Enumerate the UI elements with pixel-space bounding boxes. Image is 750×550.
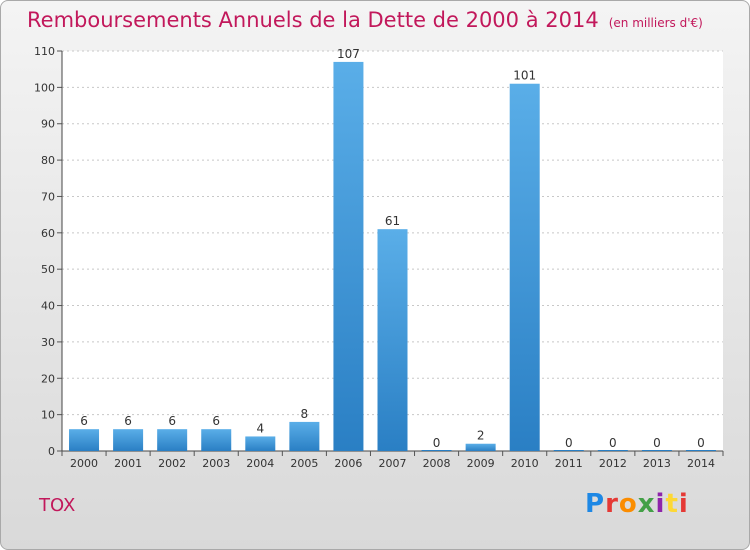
bar-value-label: 6 — [168, 414, 176, 428]
y-tick-label: 50 — [41, 263, 55, 276]
bar — [641, 450, 672, 451]
bar-value-label: 61 — [385, 214, 400, 228]
logo-letter: t — [665, 489, 679, 519]
bar — [69, 429, 100, 451]
bar — [465, 443, 496, 451]
x-tick-label: 2002 — [158, 457, 186, 470]
bar — [421, 450, 452, 451]
bar — [685, 450, 716, 451]
x-tick-label: 2005 — [290, 457, 318, 470]
y-tick-label: 70 — [41, 190, 55, 203]
y-tick-label: 100 — [34, 81, 55, 94]
x-tick-label: 2004 — [246, 457, 274, 470]
bar — [509, 83, 540, 452]
y-tick-label: 90 — [41, 118, 55, 131]
bar-value-label: 0 — [609, 436, 617, 450]
unit-note: (en milliers d'€) — [608, 16, 703, 30]
bar-value-label: 6 — [212, 414, 220, 428]
bar-value-label: 101 — [513, 69, 536, 83]
bar — [597, 450, 628, 451]
chart-title: Remboursements Annuels de la Dette de 20… — [27, 8, 703, 32]
bar — [333, 61, 364, 452]
x-tick-label: 2013 — [643, 457, 671, 470]
y-tick-label: 20 — [41, 372, 55, 385]
bar-value-label: 0 — [565, 436, 573, 450]
x-tick-label: 2011 — [555, 457, 583, 470]
y-tick-label: 30 — [41, 336, 55, 349]
bar — [113, 429, 144, 451]
commune-name: TOX — [39, 495, 76, 516]
x-tick-label: 2006 — [334, 457, 362, 470]
x-tick-label: 2003 — [202, 457, 230, 470]
y-tick-label: 80 — [41, 154, 55, 167]
bar — [201, 429, 232, 451]
bar-value-label: 0 — [433, 436, 441, 450]
proxiti-logo[interactable]: Proxiti — [585, 489, 689, 519]
x-tick-label: 2012 — [599, 457, 627, 470]
x-tick-label: 2010 — [511, 457, 539, 470]
logo-letter: i — [678, 489, 689, 519]
y-tick-label: 60 — [41, 227, 55, 240]
bar — [553, 450, 584, 451]
chart-title-text: Remboursements Annuels de la Dette de 20… — [27, 8, 599, 32]
bar-value-label: 0 — [653, 436, 661, 450]
y-tick-label: 40 — [41, 300, 55, 313]
bar-value-label: 6 — [124, 414, 132, 428]
y-tick-label: 110 — [34, 45, 55, 58]
y-tick-label: 10 — [41, 409, 55, 422]
logo-letter: i — [655, 489, 666, 519]
bar-value-label: 6 — [80, 414, 88, 428]
logo-letter: o — [618, 489, 638, 519]
x-tick-label: 2009 — [467, 457, 495, 470]
x-tick-label: 2001 — [114, 457, 142, 470]
bar-value-label: 107 — [337, 47, 360, 61]
bar — [245, 436, 276, 451]
bar-value-label: 0 — [697, 436, 705, 450]
x-tick-label: 2007 — [379, 457, 407, 470]
x-tick-label: 2000 — [70, 457, 98, 470]
x-tick-label: 2014 — [687, 457, 715, 470]
logo-letter: x — [637, 489, 656, 519]
logo-letter: r — [605, 489, 619, 519]
bar-value-label: 2 — [477, 429, 485, 443]
bar — [377, 229, 408, 451]
bar-value-label: 8 — [301, 407, 309, 421]
y-tick-label: 0 — [48, 445, 55, 458]
bar — [157, 429, 188, 451]
x-tick-label: 2008 — [423, 457, 451, 470]
bar — [289, 421, 320, 451]
bar-value-label: 4 — [256, 421, 264, 435]
logo-letter: P — [585, 489, 606, 519]
